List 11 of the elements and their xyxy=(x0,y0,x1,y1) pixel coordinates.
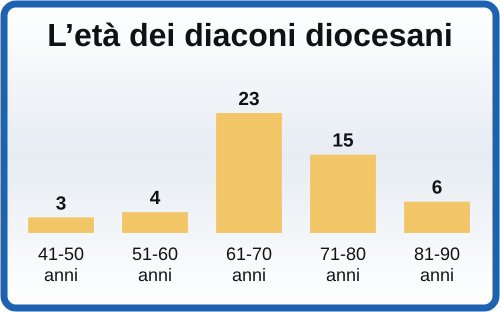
data-label: 15 xyxy=(332,130,354,152)
x-tick-label: 61-70 anni xyxy=(226,244,272,285)
data-label: 4 xyxy=(150,188,161,210)
x-tick-label: 41-50 anni xyxy=(38,244,84,285)
data-label: 3 xyxy=(56,193,66,214)
data-label: 23 xyxy=(238,89,260,110)
chart-title: L’età dei diaconi diocesani xyxy=(47,17,453,53)
x-tick-label: 81-90 anni xyxy=(414,244,460,285)
data-label: 6 xyxy=(432,178,442,199)
x-tick-label: 51-60 anni xyxy=(132,244,178,285)
x-tick-label: 71-80 anni xyxy=(320,244,366,285)
